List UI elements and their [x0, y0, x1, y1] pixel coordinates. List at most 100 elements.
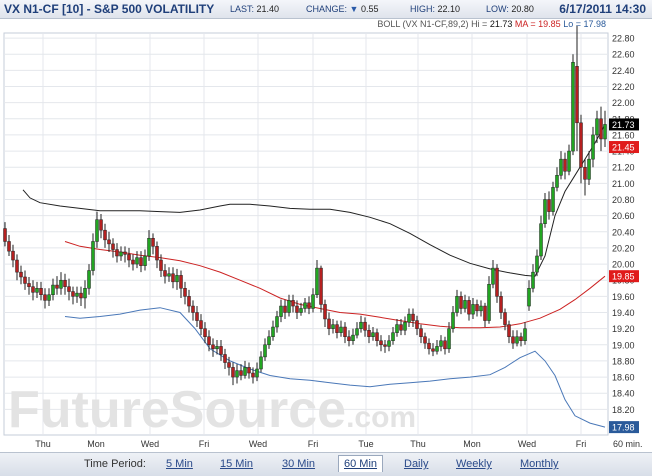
candle-down — [411, 308, 415, 328]
candle-down — [3, 222, 7, 247]
period-5-min[interactable]: 5 Min — [166, 458, 193, 470]
candle-body — [291, 300, 295, 307]
candle-up — [75, 286, 79, 303]
candle-down — [483, 302, 487, 328]
y-tick-label: 22.60 — [612, 50, 635, 60]
candle-body — [367, 330, 371, 337]
candle-down — [15, 254, 19, 281]
candle-body — [431, 348, 435, 352]
candle-down — [291, 294, 295, 313]
candle-down — [187, 289, 191, 313]
candle-down — [195, 306, 199, 328]
period-monthly[interactable]: Monthly — [520, 458, 559, 470]
candle-down — [511, 330, 515, 349]
candle-body — [307, 302, 311, 309]
period-30-min[interactable]: 30 Min — [282, 458, 316, 470]
candle-down — [127, 247, 131, 268]
candle-body — [219, 346, 223, 355]
candle-down — [379, 335, 383, 352]
candle-body — [587, 158, 591, 180]
period-weekly[interactable]: Weekly — [456, 458, 492, 470]
candle-body — [583, 166, 587, 180]
candle-down — [23, 270, 27, 290]
candle-body — [563, 158, 567, 172]
candle-body — [331, 324, 335, 329]
period-60-min[interactable]: 60 Min — [338, 455, 384, 472]
candle-down — [335, 320, 339, 339]
candle-body — [91, 241, 95, 271]
candle-down — [467, 296, 471, 321]
candle-body — [311, 294, 315, 309]
hi-label: Hi = — [471, 19, 490, 29]
candle-body — [527, 288, 531, 307]
candle-down — [207, 330, 211, 352]
candle-body — [467, 300, 471, 315]
candle-body — [359, 321, 363, 329]
watermark-suffix: .com — [346, 401, 416, 434]
candle-body — [595, 118, 599, 136]
hi-value: 21.73 — [489, 19, 513, 29]
candle-down — [159, 254, 163, 277]
candle-body — [111, 243, 115, 250]
candle-body — [459, 296, 463, 309]
candle-down — [107, 231, 111, 252]
upper-band-line — [22, 124, 606, 277]
candle-down — [367, 324, 371, 344]
candle-up — [311, 288, 315, 313]
candle-body — [275, 316, 279, 328]
period-15-min[interactable]: 15 Min — [220, 458, 254, 470]
candle-down — [155, 241, 159, 269]
candle-down — [39, 281, 43, 301]
candle-body — [419, 328, 423, 337]
candle-down — [347, 330, 351, 347]
candle-up — [555, 167, 559, 192]
candle-up — [215, 339, 219, 355]
candle-body — [407, 313, 411, 323]
candle-up — [135, 251, 139, 269]
candle-body — [71, 291, 75, 297]
candle-body — [35, 288, 39, 293]
x-tick-label: Wed — [249, 439, 267, 449]
candle-body — [123, 251, 127, 255]
candle-up — [463, 294, 467, 313]
candle-body — [395, 324, 399, 333]
candle-up — [263, 338, 267, 361]
candle-down — [163, 264, 167, 284]
candle-up — [243, 360, 247, 379]
candle-body — [571, 62, 575, 152]
candle-body — [271, 326, 275, 337]
candle-down — [227, 356, 231, 376]
change-value: 0.55 — [360, 4, 379, 14]
candle-body — [251, 372, 255, 378]
candle-down — [547, 191, 551, 220]
watermark-brand: FutureSource — [8, 381, 346, 439]
instrument-title: VX N1-CF [10] - S&P 500 VOLATILITY — [4, 2, 215, 16]
value-tag-ma: 19.85 — [609, 270, 639, 283]
candle-body — [319, 267, 323, 305]
candle-body — [163, 270, 167, 277]
candle-up — [359, 315, 363, 333]
candle-up — [59, 272, 63, 295]
candle-down — [419, 324, 423, 344]
value-tag-box — [609, 118, 639, 131]
y-tick-label: 22.20 — [612, 82, 635, 92]
candle-body — [539, 223, 543, 257]
period-daily[interactable]: Daily — [404, 458, 429, 470]
ma-label: MA = — [514, 19, 539, 29]
candle-down — [219, 339, 223, 361]
candle-up — [315, 260, 319, 298]
value-tag-label: 21.73 — [612, 120, 635, 130]
candle-up — [275, 310, 279, 333]
candle-body — [599, 118, 603, 140]
x-tick-label: Wed — [141, 439, 159, 449]
candle-body — [479, 305, 483, 312]
candle-body — [7, 241, 11, 252]
candle-down — [251, 367, 255, 384]
candle-up — [387, 335, 391, 352]
candle-up — [175, 268, 179, 290]
candle-down — [415, 315, 419, 336]
candle-body — [75, 292, 79, 297]
y-tick-label: 19.00 — [612, 340, 635, 350]
high-value: 22.10 — [437, 4, 461, 14]
candle-body — [531, 271, 535, 289]
